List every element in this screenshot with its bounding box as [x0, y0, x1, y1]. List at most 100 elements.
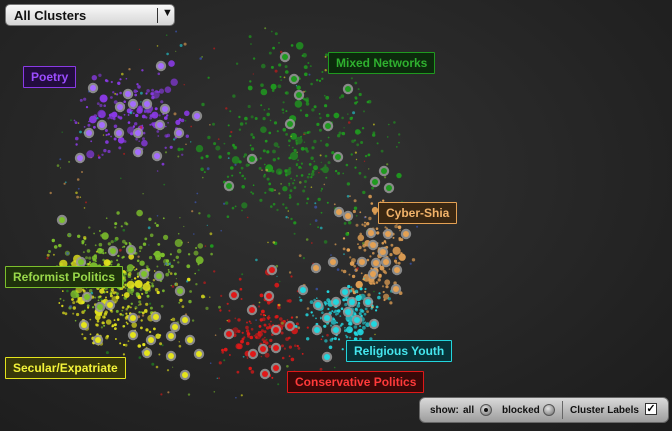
graph-node — [299, 109, 302, 112]
graph-node — [246, 357, 249, 359]
graph-node — [324, 303, 327, 306]
graph-node — [232, 327, 239, 334]
graph-node — [314, 219, 318, 222]
graph-node — [356, 267, 359, 270]
graph-node — [156, 90, 159, 93]
graph-node — [366, 222, 370, 226]
graph-node — [298, 254, 302, 257]
graph-node — [200, 167, 204, 172]
hub-node-core — [95, 337, 101, 343]
graph-node — [128, 68, 131, 71]
graph-node — [270, 320, 272, 323]
cluster-label-cyber-shia[interactable]: Cyber-Shia — [378, 202, 458, 224]
graph-node — [309, 223, 312, 226]
graph-node — [106, 290, 109, 294]
graph-node — [353, 337, 358, 341]
dropdown-divider — [157, 8, 158, 23]
cluster-label-poetry[interactable]: Poetry — [23, 66, 77, 88]
graph-node — [193, 233, 195, 235]
graph-node — [386, 136, 389, 138]
graph-node — [218, 155, 222, 159]
graph-node — [321, 71, 324, 73]
graph-node — [354, 289, 359, 294]
graph-node — [131, 293, 133, 296]
cluster-label-religious-youth[interactable]: Religious Youth — [346, 340, 453, 362]
graph-node — [226, 215, 230, 218]
hub-node-core — [187, 337, 193, 343]
graph-node — [243, 177, 247, 180]
cluster-label-reformist-politics[interactable]: Reformist Politics — [5, 266, 124, 288]
graph-node — [320, 161, 322, 164]
graph-node — [76, 312, 80, 317]
cluster-filter-dropdown[interactable]: All Clusters ▼ — [5, 4, 175, 26]
graph-node — [361, 223, 364, 226]
graph-node — [95, 250, 98, 253]
graph-node — [354, 332, 358, 336]
hub-node-core — [249, 307, 255, 313]
show-blocked-radio[interactable] — [543, 404, 555, 416]
graph-node — [75, 191, 78, 195]
graph-node — [202, 176, 204, 179]
graph-node — [255, 258, 258, 262]
graph-node — [144, 237, 148, 241]
graph-node — [304, 72, 308, 77]
graph-node — [196, 192, 199, 195]
graph-node — [276, 208, 279, 212]
graph-node — [119, 116, 123, 120]
graph-node — [324, 104, 328, 108]
graph-node — [212, 122, 215, 126]
graph-node — [105, 296, 107, 299]
graph-node — [117, 254, 120, 258]
graph-node — [160, 393, 163, 396]
graph-node — [140, 326, 143, 330]
cluster-labels-checkbox[interactable]: ✓ — [645, 403, 657, 415]
chevron-down-icon[interactable]: ▼ — [162, 7, 173, 19]
graph-node — [313, 105, 317, 109]
graph-node — [305, 238, 309, 241]
graph-node — [276, 275, 278, 277]
graph-node — [141, 311, 145, 315]
graph-node — [358, 329, 362, 333]
hub-node-core — [107, 302, 113, 308]
graph-node — [319, 367, 323, 371]
hub-node-core — [153, 314, 159, 320]
graph-node — [185, 143, 187, 146]
graph-node — [110, 263, 113, 266]
graph-node — [302, 189, 306, 193]
hub-node-core — [345, 86, 351, 92]
graph-node — [223, 347, 228, 352]
cluster-label-secular-expatriate[interactable]: Secular/Expatriate — [5, 357, 126, 379]
graph-node — [376, 208, 378, 211]
graph-node — [342, 247, 346, 251]
graph-node — [341, 348, 344, 351]
cluster-label-conservative-politics[interactable]: Conservative Politics — [287, 371, 425, 393]
graph-node — [397, 225, 402, 229]
graph-node — [364, 290, 367, 293]
graph-node — [110, 288, 115, 292]
graph-node — [214, 334, 217, 337]
graph-node — [137, 85, 141, 89]
graph-node — [384, 242, 387, 244]
graph-node — [122, 228, 126, 232]
graph-node — [99, 295, 102, 298]
graph-node — [384, 279, 391, 286]
graph-node — [272, 46, 275, 50]
graph-node — [132, 112, 135, 115]
graph-node — [91, 75, 98, 81]
graph-node — [280, 183, 282, 185]
graph-node — [358, 312, 362, 316]
graph-node — [158, 88, 165, 94]
graph-node — [223, 202, 226, 205]
show-all-radio[interactable] — [480, 404, 492, 416]
graph-node — [354, 313, 357, 316]
graph-node — [69, 305, 72, 308]
graph-node — [262, 317, 266, 322]
graph-node — [90, 157, 92, 159]
graph-node — [317, 226, 319, 229]
cluster-label-mixed-networks[interactable]: Mixed Networks — [328, 52, 436, 74]
graph-node — [347, 284, 351, 289]
graph-node — [164, 151, 168, 154]
graph-node — [231, 174, 234, 177]
graph-node — [350, 286, 353, 289]
